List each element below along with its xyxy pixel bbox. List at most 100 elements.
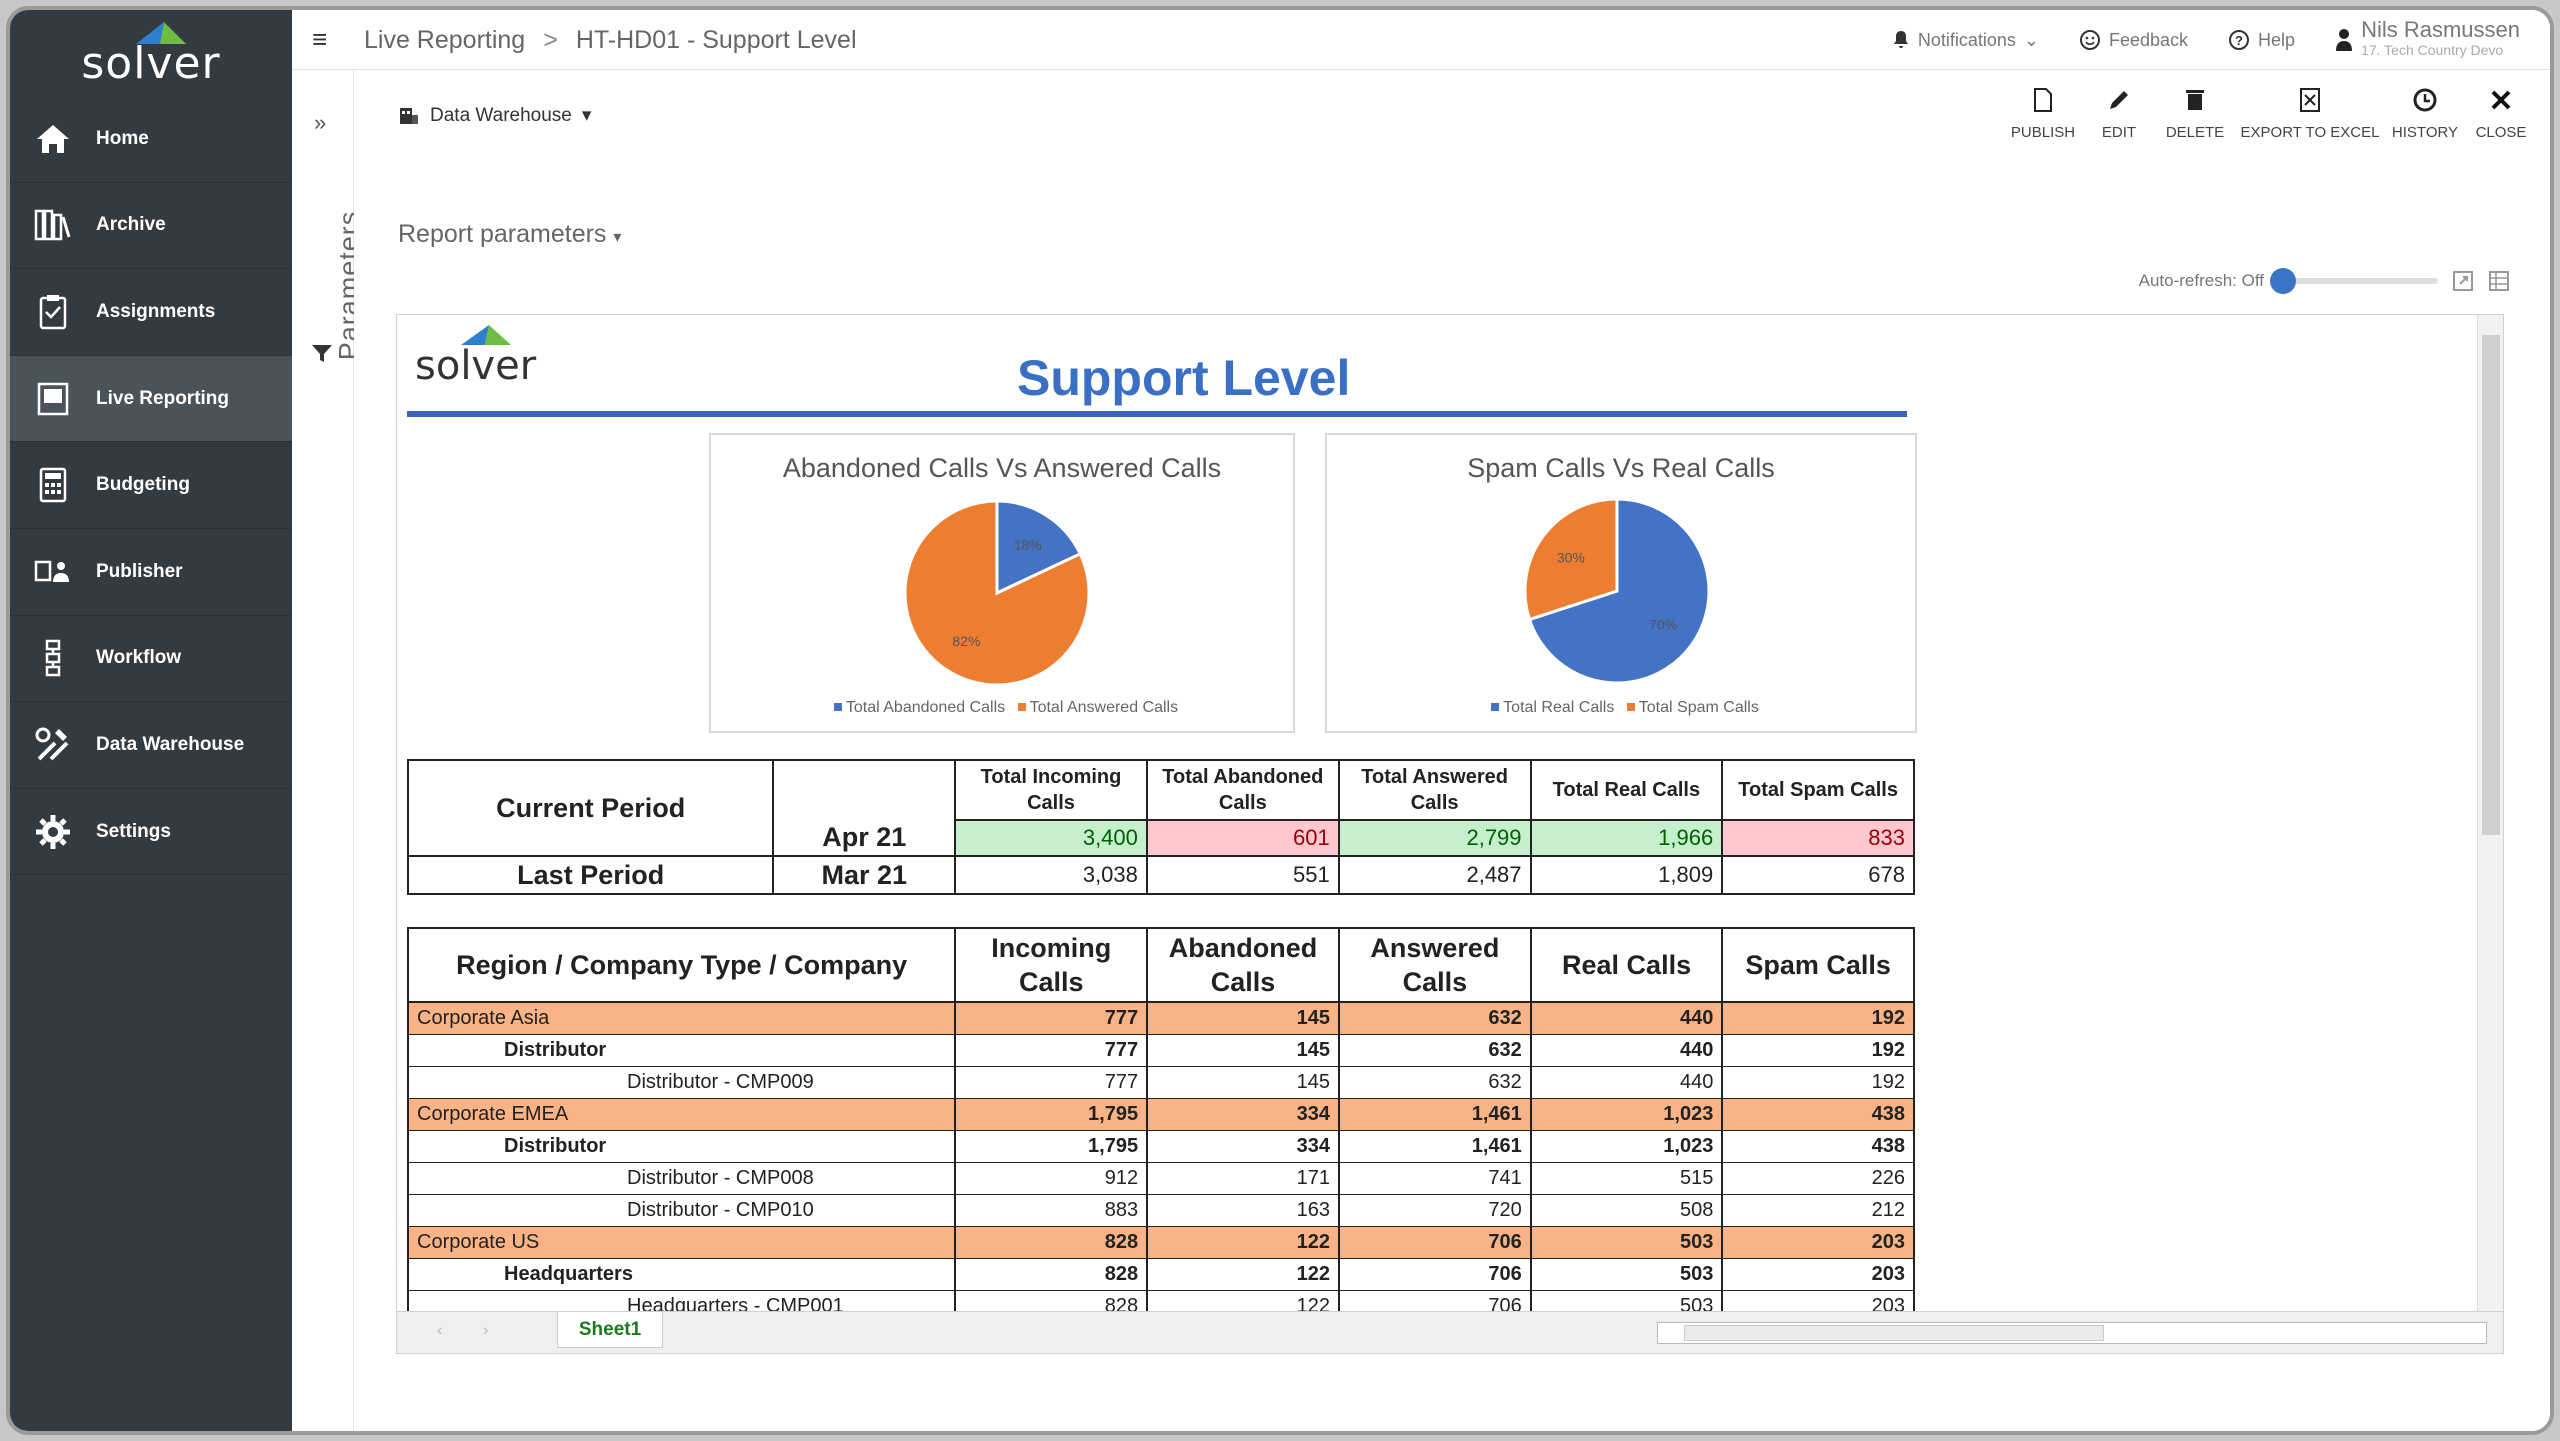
row-value: 192 (1721, 1033, 1915, 1067)
row-value: 334 (1146, 1129, 1340, 1163)
screen-icon (32, 378, 74, 420)
table-row: Corporate US 828 122 706 503 203 (406, 1225, 1915, 1259)
tools-icon (32, 724, 74, 766)
sidebar-item-label: Workflow (96, 647, 182, 669)
pie-slice (1523, 497, 1619, 622)
last-answered: 2,487 (1337, 855, 1532, 895)
current-period-label: Current Period (406, 759, 775, 857)
chart-title: Spam Calls Vs Real Calls (1467, 453, 1775, 483)
horizontal-scrollbar[interactable] (1657, 1322, 2487, 1344)
sidebar-item-workflow[interactable]: Workflow (10, 616, 292, 703)
report-logo: solver (415, 325, 536, 389)
row-label: Distributor - CMP008 (406, 1161, 957, 1195)
sidebar-item-label: Budgeting (96, 474, 190, 496)
close-button[interactable]: CLOSE (2466, 86, 2536, 141)
sidebar-item-home[interactable]: Home (10, 96, 292, 183)
smiley-icon (2079, 30, 2100, 50)
row-value: 777 (954, 1001, 1149, 1035)
export-to-excel-button[interactable]: EXPORT TO EXCEL (2236, 86, 2384, 141)
sidebar-item-label: Live Reporting (96, 387, 230, 409)
row-value: 515 (1529, 1161, 1724, 1195)
breadcrumb-live-reporting[interactable]: Live Reporting (364, 26, 526, 54)
logo-mark-icon (136, 22, 186, 44)
scrollbar-thumb[interactable] (2482, 335, 2500, 835)
sidebar-item-label: Publisher (96, 560, 183, 582)
home-icon (32, 118, 74, 160)
row-value: 122 (1146, 1225, 1340, 1259)
history-icon (2413, 88, 2437, 112)
notifications-button[interactable]: Notifications ⌄ (1892, 30, 2039, 51)
row-value: 440 (1529, 1065, 1724, 1099)
solver-logo[interactable]: solver (10, 10, 292, 96)
report-parameters-toggle[interactable]: Report parameters ▾ (398, 220, 621, 249)
row-label: Distributor (406, 1033, 957, 1067)
publish-button[interactable]: PUBLISH (2008, 86, 2078, 141)
tab-sheet1[interactable]: Sheet1 (557, 1312, 663, 1348)
menu-icon[interactable]: ≡ (312, 24, 328, 54)
tab-next-icon[interactable]: › (483, 1322, 489, 1339)
grid-icon[interactable] (2488, 270, 2510, 292)
row-value: 163 (1146, 1193, 1340, 1227)
tab-prev-icon[interactable]: ‹ (437, 1322, 443, 1339)
close-label: CLOSE (2475, 124, 2527, 141)
edit-button[interactable]: EDIT (2084, 86, 2154, 141)
current-real: 1,966 (1529, 819, 1724, 857)
auto-refresh: Auto-refresh: Off (2139, 268, 2510, 294)
row-value: 828 (954, 1257, 1149, 1291)
app-window: solver Home Archive Assignments Live Report… (6, 6, 2554, 1435)
sidebar-item-label: Data Warehouse (96, 733, 245, 755)
legend-label: Total Abandoned Calls (845, 699, 1006, 716)
filter-icon[interactable] (310, 342, 334, 366)
sidebar-item-publisher[interactable]: Publisher (10, 529, 292, 616)
row-value: 212 (1721, 1193, 1915, 1227)
logo-text: solver (81, 37, 221, 89)
user-company: 17. Tech Country Devo (2361, 42, 2504, 58)
sidebar-item-live-reporting[interactable]: Live Reporting (10, 355, 292, 443)
help-button[interactable]: ? Help (2228, 29, 2295, 51)
row-value: 192 (1721, 1065, 1915, 1099)
report-toolbar: PUBLISH EDIT DELETE EXPORT TO EXCEL HIST… (2008, 86, 2536, 141)
sidebar-item-archive[interactable]: Archive (10, 183, 292, 270)
table-row: Distributor 1,795 334 1,461 1,023 438 (406, 1129, 1915, 1163)
sidebar-item-settings[interactable]: Settings (10, 789, 292, 876)
row-label: Corporate Asia (406, 1001, 957, 1035)
expand-parameters-icon[interactable]: » (314, 110, 327, 135)
delete-button[interactable]: DELETE (2160, 86, 2230, 141)
scrollbar-thumb[interactable] (1684, 1325, 2104, 1341)
slider-knob[interactable] (2270, 268, 2296, 294)
last-period-label: Last Period (406, 855, 775, 895)
row-value: 122 (1146, 1257, 1340, 1291)
row-value: 741 (1337, 1161, 1532, 1195)
user-menu[interactable]: Nils Rasmussen 17. Tech Country Devo (2335, 19, 2520, 60)
data-source-selector[interactable]: Data Warehouse ▾ (398, 104, 591, 127)
user-icon (2336, 29, 2353, 51)
document-icon (2034, 88, 2052, 112)
fullscreen-icon[interactable] (2452, 270, 2474, 292)
row-value: 720 (1337, 1193, 1532, 1227)
history-button[interactable]: HISTORY (2390, 86, 2460, 141)
table-row: Corporate Asia 777 145 632 440 192 (406, 1001, 1915, 1035)
auto-refresh-slider[interactable] (2270, 268, 2438, 294)
data-source-label: Data Warehouse (430, 104, 572, 126)
row-value: 145 (1146, 1001, 1340, 1035)
sidebar-item-label: Archive (96, 214, 166, 236)
sidebar-item-budgeting[interactable]: Budgeting (10, 442, 292, 529)
vertical-scrollbar[interactable] (2477, 315, 2503, 1353)
row-value: 883 (954, 1193, 1149, 1227)
row-value: 203 (1721, 1225, 1915, 1259)
chart-legend: Total Abandoned Calls Total Answered Cal… (711, 699, 1293, 717)
row-value: 777 (954, 1033, 1149, 1067)
feedback-button[interactable]: Feedback (2079, 29, 2188, 51)
row-value: 145 (1146, 1065, 1340, 1099)
chart-abandoned-vs-answered: Abandoned Calls Vs Answered Calls 18% 82%… (709, 433, 1295, 733)
legend-swatch (1017, 703, 1026, 711)
clipboard-icon (32, 291, 74, 333)
header-total-real: Total Real Calls (1529, 759, 1724, 821)
summary-table: Current Period Apr 21 Total Incoming Cal… (406, 759, 1915, 895)
edit-label: EDIT (2101, 124, 2137, 141)
legend-label: Total Real Calls (1503, 699, 1615, 716)
row-value: 632 (1337, 1001, 1532, 1035)
sidebar-item-data-warehouse[interactable]: Data Warehouse (10, 702, 292, 789)
sidebar-item-assignments[interactable]: Assignments (10, 269, 292, 356)
report-title: Support Level (1017, 350, 1351, 406)
